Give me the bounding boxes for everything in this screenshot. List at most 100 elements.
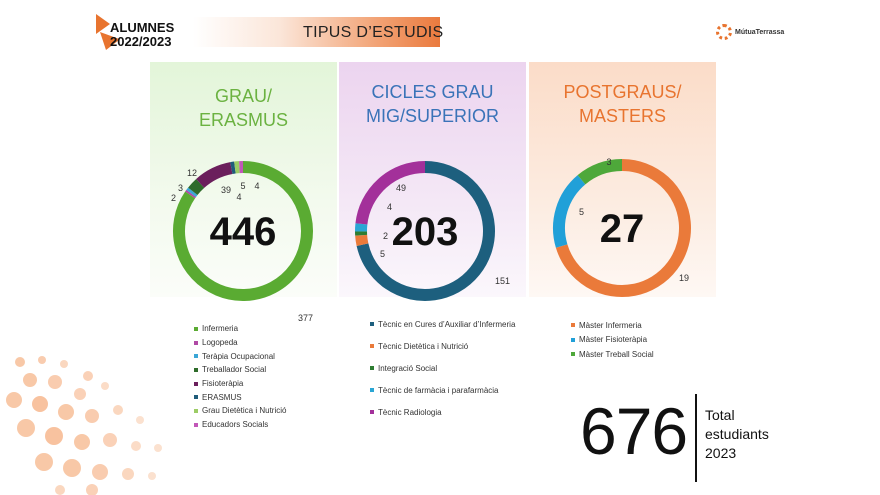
legend-item: Infermeria [194, 322, 286, 336]
legend-label: Treballador Social [202, 365, 267, 375]
legend-item: Tècnic en Cures d’Auxiliar d’Infermeria [370, 313, 515, 335]
donut-slice-2-1 [356, 161, 495, 301]
legend-swatch-icon [194, 367, 198, 372]
total-divider [695, 394, 697, 482]
decor-dot-icon [32, 396, 48, 412]
donut-slice-1-1 [173, 161, 313, 301]
slice-value-label: 5 [579, 207, 584, 217]
slice-value-label: 3 [178, 183, 183, 193]
legend-label: Fisioteràpia [202, 379, 244, 389]
legend-item: Màster Infermeria [571, 318, 654, 333]
slice-value-label: 19 [679, 273, 689, 283]
legend-item: ERASMUS [194, 390, 286, 404]
decor-dot-icon [45, 427, 63, 445]
decor-dot-icon [74, 388, 86, 400]
decor-dot-icon [101, 382, 109, 390]
legend-label: Màster Fisioteràpia [579, 335, 648, 345]
legend-label: Integració Social [378, 363, 438, 373]
brand-name: MútuaTerrassa [735, 28, 785, 36]
legend-item: Integració Social [370, 357, 515, 379]
legend-label: Tècnic Radiologia [378, 407, 442, 417]
donut-total-value: 446 [210, 210, 277, 254]
legend-label: Teràpia Ocupacional [202, 351, 275, 361]
slice-value-label: 3 [606, 157, 611, 167]
decor-dot-icon [103, 433, 117, 447]
total-label-line1: Total [705, 407, 735, 423]
donut-slice-1-6 [230, 161, 236, 174]
donut-total-value: 203 [392, 210, 459, 254]
total-label-line3: 2023 [705, 445, 737, 461]
legend-item: Logopeda [194, 336, 286, 350]
panel-title-line2: MIG/SUPERIOR [365, 106, 499, 126]
donut-slice-1-5 [196, 162, 233, 189]
legend-swatch-icon [370, 410, 374, 414]
legend-label: Educadors Socials [202, 420, 269, 430]
donut-slice-3-2 [553, 175, 586, 248]
donut-slice-1-4 [188, 178, 205, 196]
decor-dot-icon [23, 373, 37, 387]
legend-swatch-icon [370, 322, 374, 326]
donut-slice-2-2 [355, 234, 369, 246]
panel-title-line2: MASTERS [578, 106, 666, 126]
decor-dot-icon [86, 484, 98, 495]
slice-value-label: 4 [387, 202, 392, 212]
legend-item: Màster Fisioteràpia [571, 333, 654, 348]
decor-dot-icon [48, 375, 62, 389]
legend-label: Tècnic de farmàcia i parafarmàcia [378, 385, 499, 395]
legend-item: Tècnic de farmàcia i parafarmàcia [370, 379, 515, 401]
donut-total-value: 27 [600, 207, 645, 251]
decor-dot-icon [55, 485, 65, 495]
page-title: TIPUS D’ESTUDIS [303, 24, 444, 41]
legend-label: Logopeda [202, 338, 238, 348]
legend-swatch-icon [571, 352, 575, 357]
slice-value-label: 5 [380, 249, 385, 259]
legend-swatch-icon [194, 381, 198, 386]
total-students-label: Total estudiants 2023 [705, 406, 769, 463]
brand-logo: MútuaTerrassa [716, 24, 784, 40]
legend-item: Fisioteràpia [194, 377, 286, 391]
legend-swatch-icon [194, 326, 198, 331]
legend-swatch-icon [370, 344, 374, 348]
total-students-number: 676 [580, 394, 688, 468]
legend-label: Infermeria [202, 324, 239, 334]
legend-label: Tècnic en Cures d’Auxiliar d’Infermeria [378, 319, 516, 329]
legend-item: Grau Dietètica i Nutrició [194, 404, 286, 418]
legend-swatch-icon [194, 422, 198, 427]
legend-swatch-icon [194, 354, 198, 359]
slice-value-label: 12 [187, 168, 197, 178]
donut-slice-3-3 [577, 159, 623, 185]
decor-dot-icon [148, 472, 156, 480]
decor-dot-icon [38, 356, 46, 364]
total-label-line2: estudiants [705, 426, 769, 442]
decor-dot-icon [74, 434, 90, 450]
year-heading: ALUMNES 2022/2023 [110, 21, 174, 49]
logo-triangle-icon [96, 14, 110, 34]
decor-dot-icon [17, 419, 35, 437]
decor-dot-icon [6, 392, 22, 408]
slice-value-label: 5 [240, 181, 245, 191]
panel-title-line1: CICLES GRAU [371, 82, 494, 102]
donut-slice-1-2 [185, 189, 197, 199]
decor-dot-icon [136, 416, 144, 424]
legend-cicles: Tècnic en Cures d’Auxiliar d’Infermeria T… [370, 313, 515, 423]
legend-swatch-icon [571, 337, 575, 342]
decor-dot-icon [131, 441, 141, 451]
legend-item: Treballador Social [194, 363, 286, 377]
slice-value-label: 4 [254, 181, 259, 191]
legend-label: Màster Treball Social [579, 349, 654, 359]
legend-label: Màster Infermeria [579, 320, 642, 330]
legend-swatch-icon [370, 366, 374, 370]
donut-slice-2-5 [355, 161, 426, 225]
decor-dot-icon [154, 444, 162, 452]
panel-title-line2: ERASMUS [198, 110, 288, 130]
decorative-dots-icon [6, 356, 162, 495]
panel-title-line1: GRAU/ [214, 86, 272, 106]
panel-title-line1: POSTGRAUS/ [563, 82, 682, 102]
decor-dot-icon [58, 404, 74, 420]
legend-item: Teràpia Ocupacional [194, 349, 286, 363]
slice-value-label: 39 [221, 185, 231, 195]
decor-dot-icon [92, 464, 108, 480]
slice-value-label: 2 [171, 193, 176, 203]
legend-label: ERASMUS [202, 392, 242, 402]
